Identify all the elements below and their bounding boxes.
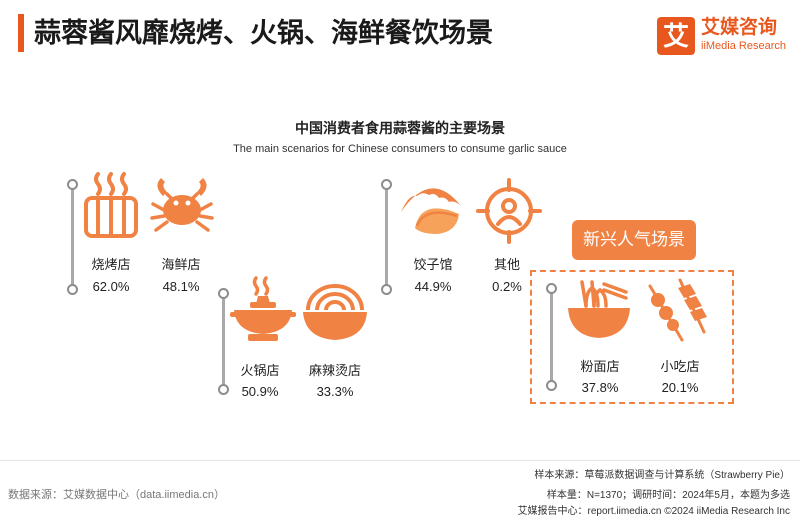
target-person-icon [476, 178, 542, 244]
emerging-scenario-box [530, 270, 734, 404]
category-value: 50.9% [241, 384, 279, 399]
crab-icon [150, 178, 214, 232]
page-title: 蒜蓉酱风靡烧烤、火锅、海鲜餐饮场景 [34, 18, 493, 48]
logo-text-cn: 艾媒咨询 [701, 17, 778, 38]
hotpot-icon [230, 276, 296, 341]
category-value: 37.8% [581, 380, 619, 395]
category-value: 62.0% [92, 279, 130, 294]
bbq-grill-icon [84, 172, 138, 238]
chart-subtitle: The main scenarios for Chinese consumers… [233, 143, 567, 155]
group-line-2 [222, 292, 225, 392]
emerging-scenario-badge: 新兴人气场景 [572, 220, 696, 260]
group-line-4-top-dot [546, 283, 557, 294]
brand-logo: 艾 艾媒咨询 iiMedia Research [657, 17, 797, 61]
logo-text-en: iiMedia Research [701, 40, 786, 52]
group-line-2-bottom-dot [218, 384, 229, 395]
soup-bowl-icon [303, 284, 367, 340]
group-line-2-top-dot [218, 288, 229, 299]
skewer-icon [648, 278, 707, 342]
group-line-1-top-dot [67, 179, 78, 190]
category-value: 20.1% [661, 380, 699, 395]
group-line-1 [71, 184, 74, 290]
category-label: 烧烤店 [91, 257, 131, 272]
group-line-3 [385, 184, 388, 290]
category-value: 48.1% [162, 279, 200, 294]
footer-divider [0, 460, 800, 461]
sample-size: 样本量：N=1370；调研时间：2024年5月，本题为多选 [546, 490, 790, 501]
category-label: 粉面店 [580, 359, 620, 374]
category-value: 33.3% [316, 384, 354, 399]
sample-source: 样本来源：草莓派数据调查与计算系统（Strawberry Pie） [534, 470, 790, 481]
category-value: 0.2% [492, 279, 522, 294]
group-line-3-top-dot [381, 179, 392, 190]
group-line-3-bottom-dot [381, 284, 392, 295]
category-label: 其他 [493, 257, 520, 272]
category-value: 44.9% [414, 279, 452, 294]
copyright: 艾媒报告中心：report.iimedia.cn ©2024 iiMedia R… [517, 506, 790, 517]
group-line-1-bottom-dot [67, 284, 78, 295]
dumpling-icon [401, 188, 461, 234]
group-line-4 [550, 288, 553, 388]
category-label: 小吃店 [660, 359, 700, 374]
category-label: 海鲜店 [161, 257, 201, 272]
logo-mark: 艾 [657, 17, 695, 55]
title-accent-bar [18, 14, 24, 52]
category-label: 火锅店 [240, 363, 280, 378]
category-label: 饺子馆 [413, 257, 453, 272]
group-line-4-bottom-dot [546, 380, 557, 391]
data-source: 数据来源：艾媒数据中心（data.iimedia.cn） [8, 489, 225, 501]
noodle-bowl-icon [568, 280, 630, 338]
category-label: 麻辣烫店 [308, 363, 361, 378]
chart-title: 中国消费者食用蒜蓉酱的主要场景 [295, 120, 505, 136]
